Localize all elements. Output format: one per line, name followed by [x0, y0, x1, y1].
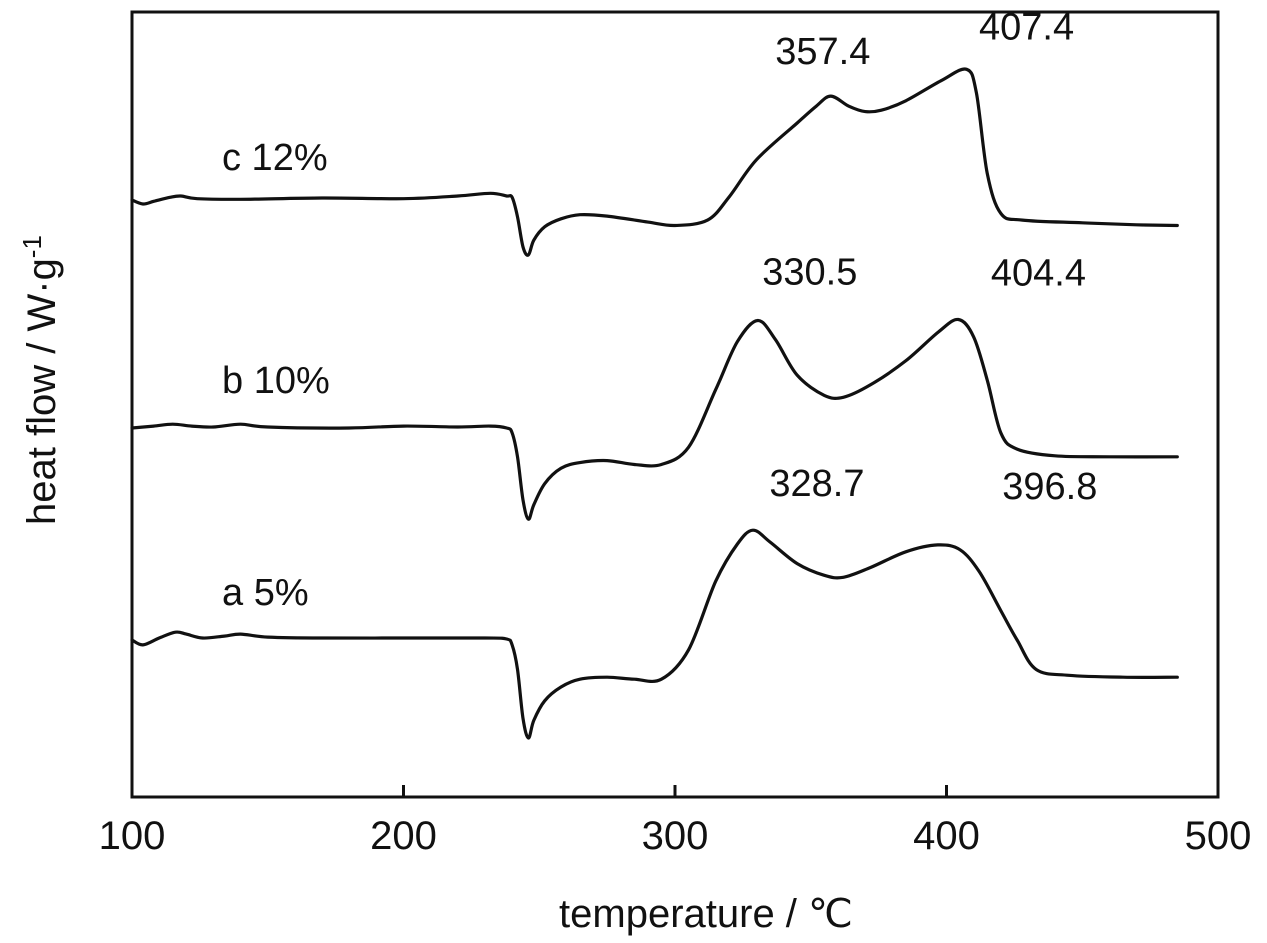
x-tick-label: 300	[642, 814, 709, 858]
x-axis-tick-labels: 100 200 300 400 500	[99, 814, 1252, 858]
series-name-label: a 5%	[222, 572, 309, 614]
x-tick-label: 400	[913, 814, 980, 858]
series-line	[130, 528, 1179, 740]
series-labels: c 12% 357.4 407.4 b 10% 330.5 404.4 a 5% 328.7 3…	[222, 6, 1097, 614]
y-axis-title-superscript: -1	[17, 235, 47, 258]
series-curves	[130, 67, 1179, 740]
y-axis-title: heat flow / W·g-1	[17, 235, 64, 525]
peak-label: 328.7	[769, 463, 864, 505]
series-line	[130, 67, 1179, 257]
series-name-label: b 10%	[222, 360, 330, 402]
peak-label: 404.4	[991, 253, 1086, 295]
peak-label: 330.5	[762, 251, 857, 293]
peak-label: 407.4	[979, 6, 1074, 48]
x-tick-label: 500	[1185, 814, 1252, 858]
series-line	[130, 317, 1179, 521]
y-axis-title-main: heat flow / W·g	[20, 258, 64, 525]
x-tick-label: 200	[370, 814, 437, 858]
x-tick-label: 100	[99, 814, 166, 858]
peak-label: 357.4	[775, 31, 870, 73]
x-axis-title: temperature / ℃	[559, 892, 853, 936]
plot-frame	[130, 10, 1220, 799]
x-axis-ticks	[130, 785, 1220, 797]
peak-label: 396.8	[1002, 466, 1097, 508]
series-name-label: c 12%	[222, 137, 328, 179]
